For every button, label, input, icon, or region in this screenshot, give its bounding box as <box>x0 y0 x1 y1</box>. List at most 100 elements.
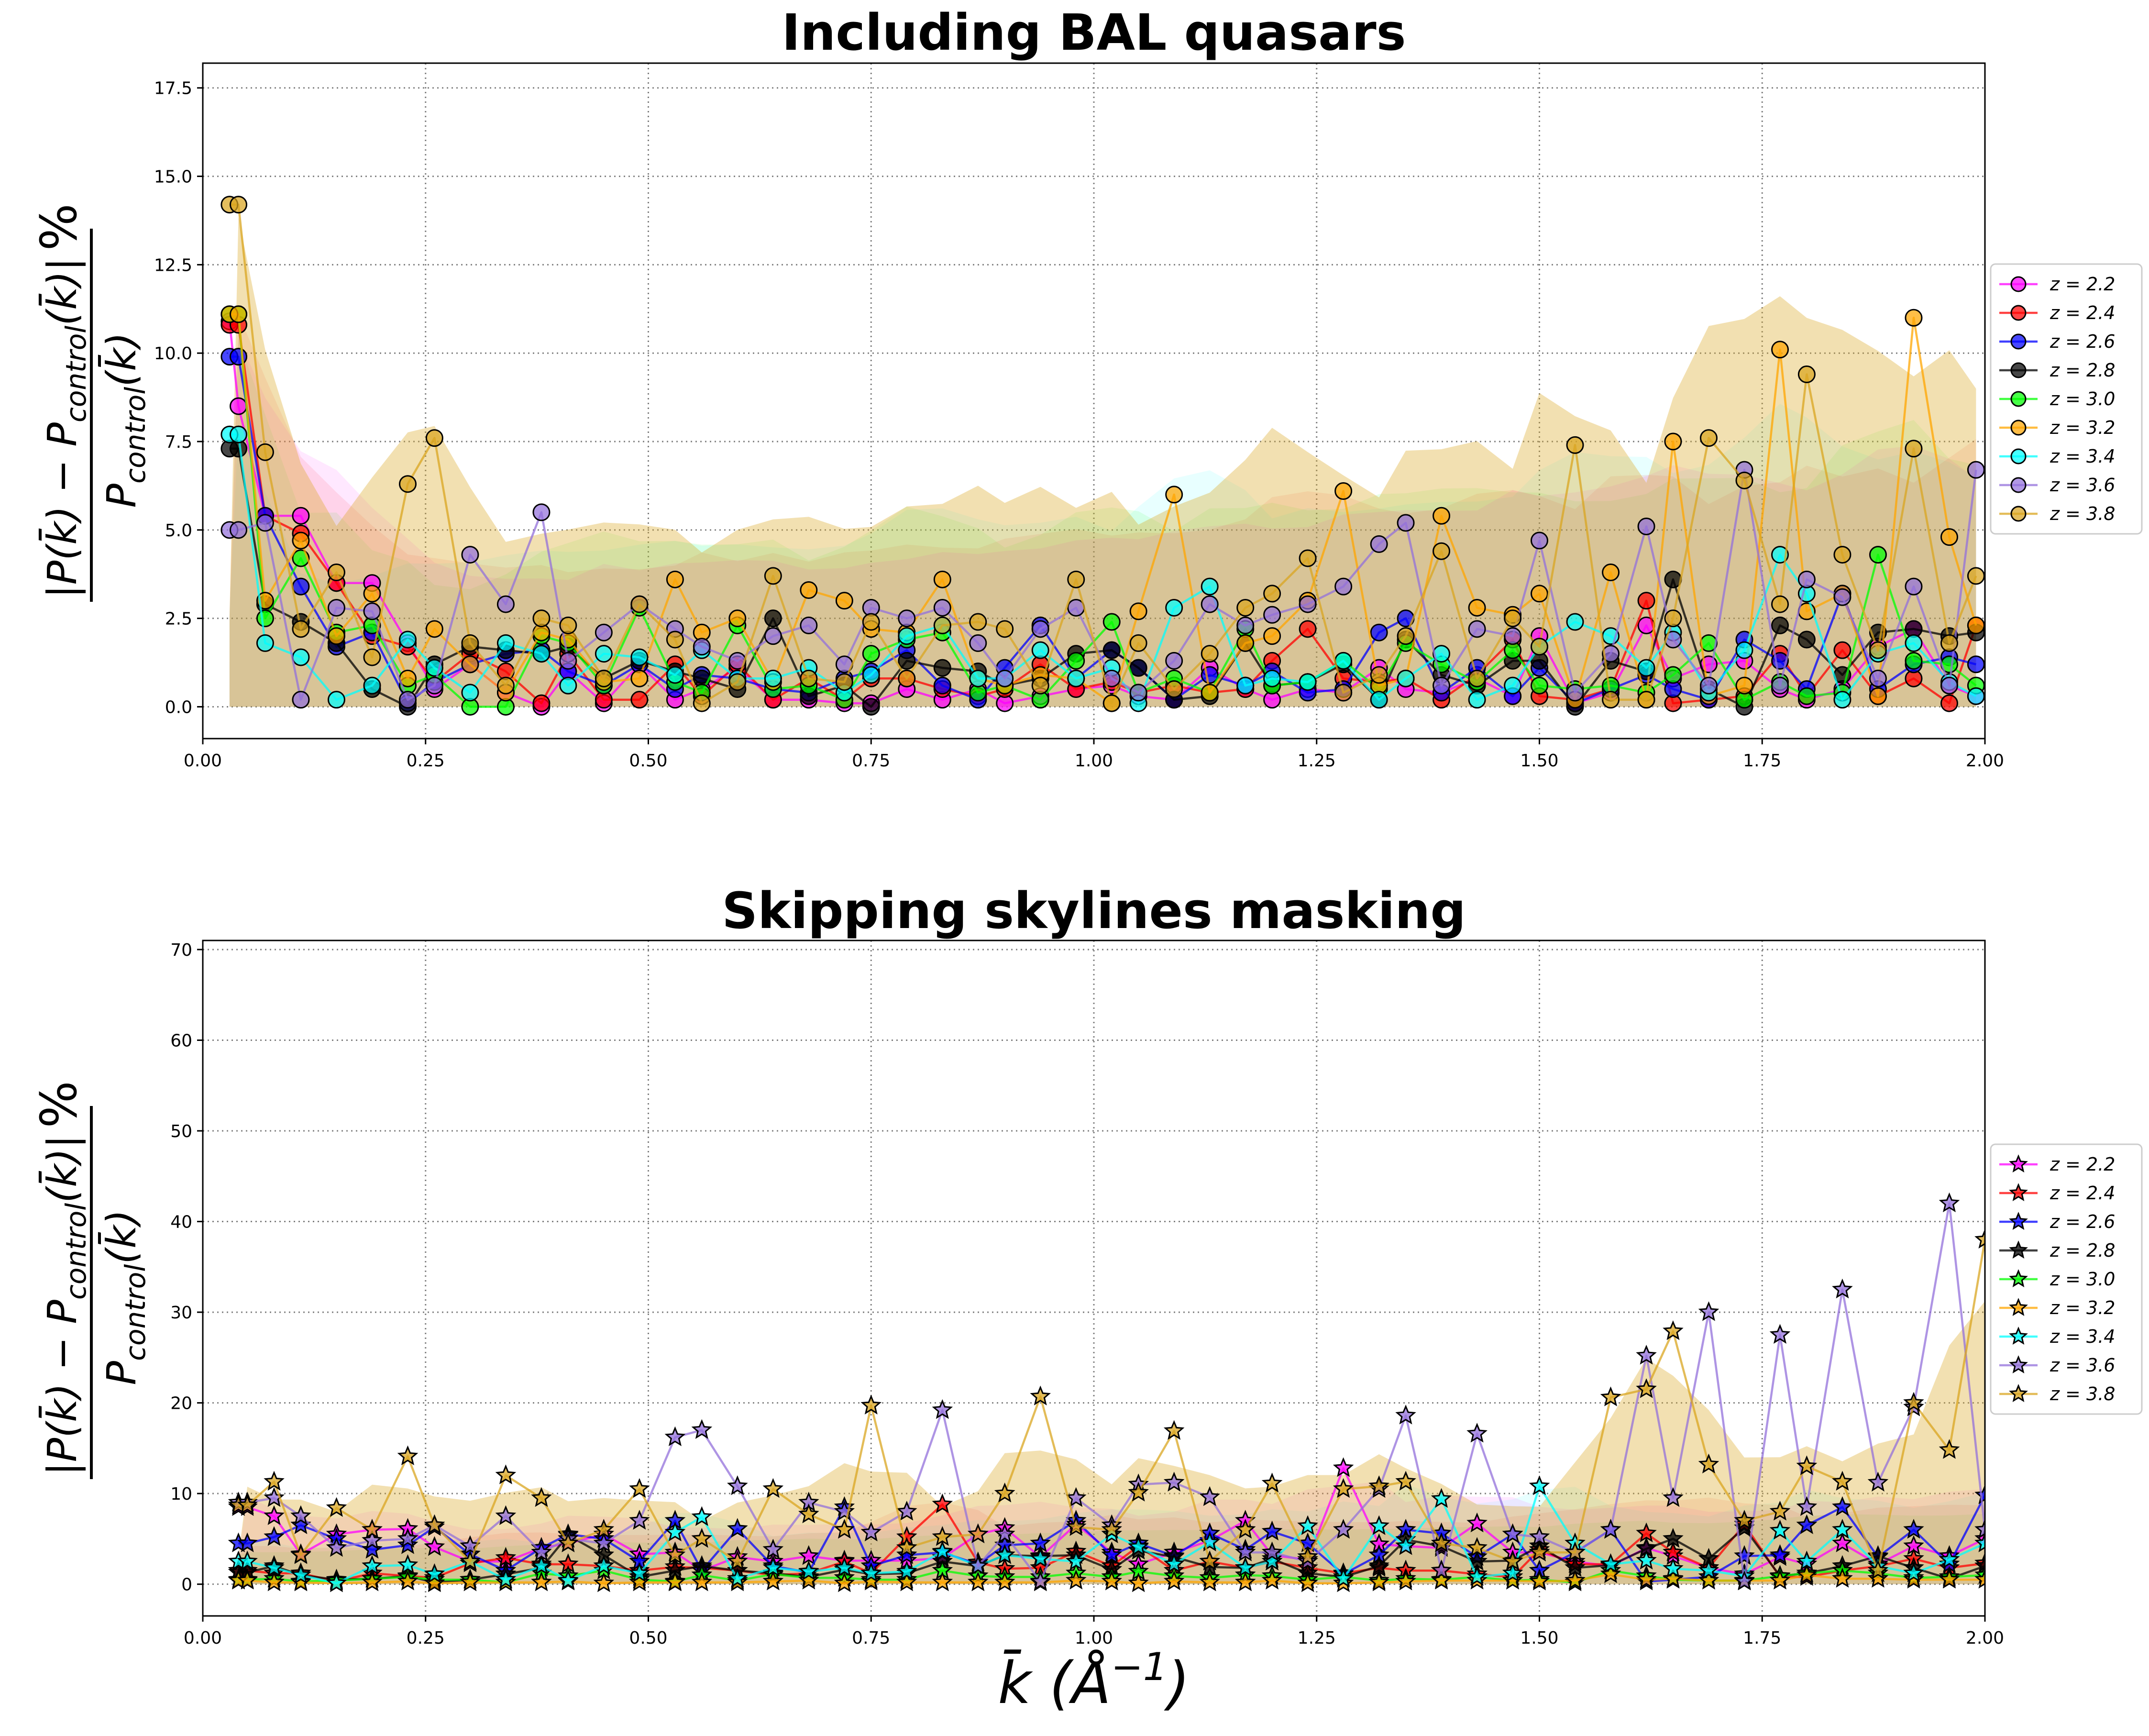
data-point <box>1031 676 1049 695</box>
data-point <box>531 1541 552 1561</box>
data-point <box>1067 570 1085 588</box>
data-point <box>1967 687 1985 705</box>
data-point <box>1698 1570 1719 1590</box>
data-point <box>532 503 551 521</box>
data-point <box>1163 1570 1185 1591</box>
legend-marker <box>2010 391 2027 407</box>
legend-item: z = 3.4 <box>1999 446 2115 467</box>
x-axis-label: k̄ (Å−1) <box>998 1645 1190 1717</box>
data-point <box>1905 309 1923 327</box>
data-point <box>1698 1301 1719 1321</box>
data-point <box>898 627 916 645</box>
data-point <box>728 673 747 691</box>
data-point <box>1199 1571 1221 1592</box>
data-point <box>326 1497 347 1517</box>
data-point <box>290 1564 311 1584</box>
data-point <box>1602 645 1620 663</box>
data-point <box>1636 1378 1657 1398</box>
data-point <box>495 1505 517 1526</box>
data-point <box>862 697 880 716</box>
data-point <box>1468 669 1486 687</box>
data-point <box>292 648 310 666</box>
svg-text:|P(k̄) − Pcontrol(k̄)|%: |P(k̄) − Pcontrol(k̄)|% <box>30 203 92 598</box>
data-point <box>1867 1471 1889 1492</box>
data-point <box>1433 676 1451 695</box>
data-point <box>1201 577 1219 596</box>
data-point <box>798 1503 819 1524</box>
data-point <box>593 1555 615 1575</box>
data-point <box>1397 514 1415 532</box>
legend-item: z = 3.8 <box>1999 503 2115 524</box>
legend-marker <box>2009 1355 2028 1373</box>
data-point <box>327 598 345 617</box>
data-point <box>1466 1550 1488 1570</box>
data-point <box>1833 641 1851 659</box>
data-point <box>1431 1488 1452 1508</box>
data-point <box>1333 1457 1354 1477</box>
data-point <box>798 1560 819 1581</box>
data-point <box>1771 616 1789 634</box>
data-point <box>1637 691 1655 709</box>
data-point <box>896 1544 917 1564</box>
data-point <box>1395 1535 1416 1555</box>
data-point <box>1698 1453 1719 1474</box>
data-point <box>1199 1486 1221 1506</box>
data-point <box>1974 1532 1985 1552</box>
data-point <box>595 645 613 663</box>
data-point <box>1165 598 1183 617</box>
data-point <box>1299 673 1317 691</box>
data-point <box>362 1555 383 1575</box>
data-point <box>424 1536 445 1556</box>
data-point <box>1769 1570 1791 1590</box>
data-point <box>1466 1512 1488 1533</box>
data-point <box>1163 1471 1185 1492</box>
data-point <box>264 1487 285 1507</box>
data-point <box>292 577 310 596</box>
data-point <box>1832 1518 1853 1539</box>
data-point <box>630 595 649 613</box>
legend-item: z = 2.8 <box>1999 360 2115 381</box>
legend-item: z = 2.4 <box>1999 302 2115 323</box>
data-point <box>264 1505 285 1526</box>
data-point <box>834 1557 855 1577</box>
data-point <box>1129 684 1147 702</box>
data-point <box>531 1487 552 1507</box>
panel-top: Including BAL quasars 0.00 0.25 0.50 0.75 1.… <box>30 3 2143 771</box>
data-point <box>1128 1572 1149 1592</box>
data-point <box>1065 1550 1087 1570</box>
data-point <box>1637 592 1655 610</box>
data-point <box>1234 1557 1256 1577</box>
data-point <box>531 1571 552 1592</box>
data-point <box>559 676 577 695</box>
data-point <box>691 1506 713 1526</box>
data-point <box>1165 486 1183 504</box>
data-point <box>1368 1515 1389 1535</box>
data-point <box>727 1518 748 1538</box>
x-tick-label: 1.75 <box>1743 751 1781 771</box>
x-tick-label: 0.50 <box>629 751 667 771</box>
data-point <box>1967 616 1985 634</box>
data-point <box>326 1537 347 1557</box>
data-point <box>1395 1404 1416 1425</box>
data-point <box>1869 669 1887 687</box>
x-tick-label: 1.50 <box>1520 1628 1558 1648</box>
data-point <box>1939 1192 1960 1213</box>
data-point <box>593 1572 615 1592</box>
legend-box <box>1990 263 2143 535</box>
data-point <box>1502 1550 1523 1570</box>
data-point <box>1602 564 1620 582</box>
legend-marker <box>2009 1298 2028 1316</box>
legend-label: z = 2.4 <box>2050 302 2115 323</box>
data-point <box>1067 652 1085 670</box>
data-point <box>798 1570 819 1590</box>
data-point <box>230 348 248 366</box>
data-point <box>1102 641 1121 659</box>
y-tick-label: 40 <box>170 1213 192 1232</box>
legend-label: z = 3.0 <box>2050 388 2115 409</box>
data-point <box>834 1519 855 1539</box>
data-point <box>237 1494 258 1515</box>
legend-marker <box>2009 1154 2028 1172</box>
data-point <box>932 1540 953 1560</box>
legend-marker <box>2010 305 2027 321</box>
x-tick-label: 0.00 <box>184 1628 222 1648</box>
